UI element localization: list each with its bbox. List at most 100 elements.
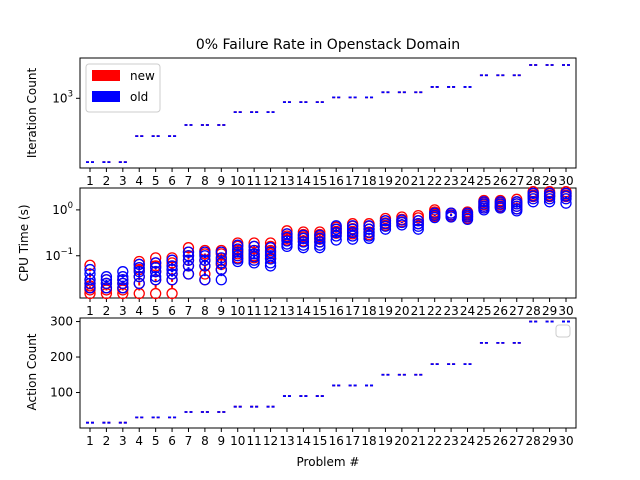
data-point [150,287,162,300]
data-point [166,287,178,300]
x-tick-label: 25 [476,304,491,318]
data-point [527,190,539,202]
data-point [379,215,392,227]
data-point [215,252,227,264]
x-tick-label: 24 [460,174,475,188]
plot-frame [79,317,577,429]
data-point [232,255,244,268]
data-point [363,226,375,239]
x-tick-label: 23 [443,304,458,318]
data-point [396,219,408,231]
data-point [215,246,227,258]
x-tick-label: 27 [509,434,524,448]
x-tick-label: 6 [168,434,176,448]
data-point [281,235,293,247]
data-point [412,212,424,224]
x-tick-label: 14 [296,304,311,318]
x-tick-label: 30 [558,434,573,448]
data-point [248,254,260,266]
x-tick-label: 29 [542,304,557,318]
x-tick-label: 18 [361,434,376,448]
data-point [199,260,211,272]
legend-empty [555,324,571,338]
x-tick-label: 9 [217,304,225,318]
x-tick-label: 24 [460,434,475,448]
x-tick-label: 25 [476,174,491,188]
data-point [166,257,178,269]
data-point [412,220,424,232]
data-point [461,213,474,226]
x-tick-label: 19 [378,304,393,318]
data-point [84,277,96,290]
data-point [297,242,310,254]
data-point [166,274,178,286]
data-point [248,248,260,260]
legend: new old [85,63,161,113]
x-tick-label: 1 [86,434,94,448]
data-point [330,223,342,235]
data-point [511,200,523,212]
x-tick-label: 19 [378,174,393,188]
x-tick-label: 2 [103,174,111,188]
data-point [215,257,227,269]
data-point [264,246,277,258]
data-point [100,282,113,294]
x-tick-label: 16 [329,434,344,448]
x-tick-label: 21 [411,304,426,318]
data-point [100,277,113,290]
data-point [314,242,326,254]
data-point [100,274,113,286]
x-tick-label: 15 [312,434,327,448]
x-tick-label: 21 [411,434,426,448]
data-point [264,253,277,265]
x-tick-label: 5 [152,304,160,318]
data-point [84,282,96,294]
data-point [232,250,244,262]
x-tick-label: 22 [427,434,442,448]
data-point [150,274,162,286]
data-point [133,266,145,278]
x-tick-label: 14 [296,174,311,188]
data-point [429,211,441,224]
data-point [412,223,424,235]
data-point [133,262,145,274]
x-tick-label: 27 [509,174,524,188]
x-tick-label: 20 [394,434,409,448]
plot-frame [79,57,577,169]
data-point [248,251,260,263]
data-point [264,257,277,269]
data-point [84,259,96,271]
data-point [84,274,96,286]
data-point [150,262,162,274]
x-tick-label: 15 [312,174,327,188]
legend-swatch-new [92,70,120,81]
data-point [494,202,506,214]
x-tick-label: 8 [201,174,209,188]
x-tick-label: 7 [185,174,193,188]
x-tick-label: 2 [103,434,111,448]
data-point [281,240,293,253]
data-point [215,274,227,286]
x-tick-label: 12 [263,434,278,448]
data-point [182,242,195,254]
x-tick-label: 5 [152,174,160,188]
data-point [560,190,572,202]
x-tick-label: 3 [119,304,127,318]
legend-label-old: old [130,90,148,104]
x-tick-label: 4 [135,304,143,318]
x-tick-label: 2 [103,304,111,318]
x-tick-label: 12 [263,304,278,318]
data-point [117,282,129,294]
data-point [363,223,375,235]
x-axis-label: Problem # [297,455,360,469]
data-point [445,211,457,223]
x-tick-label: 14 [296,434,311,448]
legend-swatch-old [92,91,120,102]
x-tick-label: 4 [135,434,143,448]
x-tick-label: 1 [86,304,94,318]
data-point [133,271,145,283]
x-tick-label: 11 [246,434,261,448]
x-tick-label: 26 [493,434,508,448]
x-tick-label: 17 [345,434,360,448]
